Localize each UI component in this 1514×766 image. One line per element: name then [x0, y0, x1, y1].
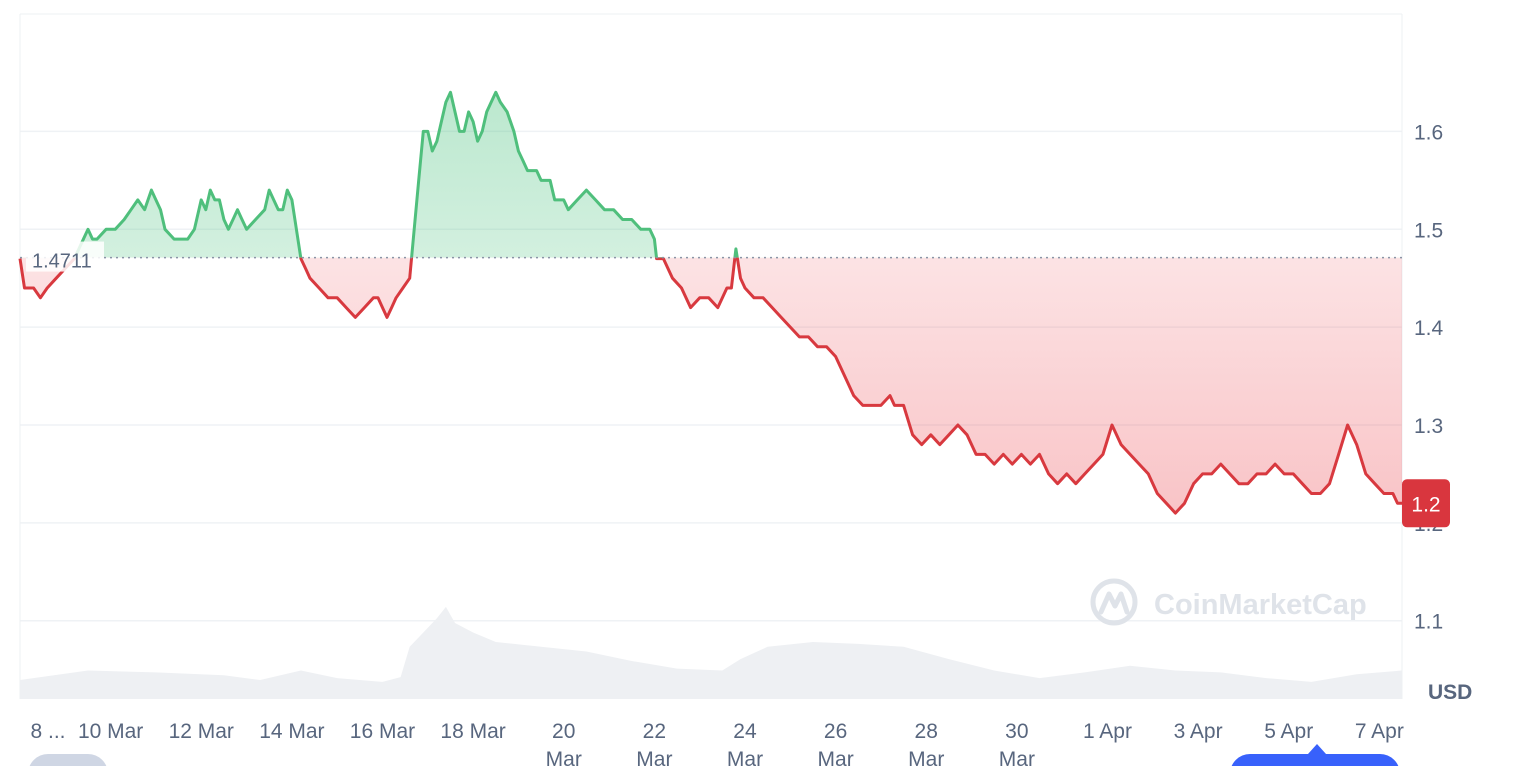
x-tick-label: 5 Apr	[1264, 720, 1313, 743]
reference-label-bg	[26, 241, 104, 272]
x-tick-label: 24 Mar	[727, 720, 763, 766]
x-axis: 8 ... 10 Mar 12 Mar 14 Mar 16 Mar 18 Mar 20 Mar…	[30, 720, 1403, 766]
x-tick-label: 20 Mar	[546, 720, 582, 766]
x-tick-label: 12 Mar	[169, 720, 234, 743]
y-tick-label: 1.1	[1414, 611, 1443, 634]
x-tick-label: 16 Mar	[350, 720, 415, 743]
y-tick-label: 1.6	[1414, 121, 1443, 144]
x-tick-label: 10 Mar	[78, 720, 143, 743]
x-tick-label: 8 ...	[30, 720, 65, 743]
reference-line: 1.4711	[20, 241, 1402, 273]
price-line	[18, 90, 1402, 515]
x-tick-label: 26 Mar	[818, 720, 854, 766]
x-tick-label: 7 Apr	[1355, 720, 1404, 743]
x-tick-label: 1 Apr	[1083, 720, 1132, 743]
badge-box	[1402, 479, 1450, 528]
y-axis: 1.1 1.2 1.3 1.4 1.5 1.6	[1414, 121, 1444, 633]
x-tick-label: 22 Mar	[636, 720, 672, 766]
volume-shape	[20, 606, 1402, 699]
price-line-up	[73, 90, 739, 258]
badge-text: 1.2	[1411, 493, 1440, 516]
watermark: CoinMarketCap	[1090, 578, 1367, 626]
x-tick-label: 18 Mar	[440, 720, 505, 743]
range-button[interactable]	[28, 754, 108, 766]
x-tick-label: 30 Mar	[999, 720, 1035, 766]
y-tick-label: 1.5	[1414, 219, 1443, 242]
currency-label: USD	[1428, 681, 1472, 704]
x-tick-label: 14 Mar	[259, 720, 324, 743]
current-price-badge: 1.2	[1402, 479, 1450, 528]
action-button[interactable]	[1230, 754, 1400, 766]
tooltip-pointer-icon	[1308, 744, 1326, 754]
loss-fill	[20, 257, 1402, 514]
reference-label: 1.4711	[32, 251, 92, 273]
y-tick-label: 1.4	[1414, 317, 1444, 340]
y-tick-label: 1.3	[1414, 415, 1443, 438]
x-tick-label: 3 Apr	[1174, 720, 1223, 743]
watermark-text: CoinMarketCap	[1154, 589, 1367, 621]
volume-area	[20, 606, 1402, 699]
price-line-down	[18, 257, 1402, 515]
x-tick-label: 28 Mar	[908, 720, 944, 766]
price-fill	[20, 92, 1402, 514]
coinmarketcap-logo-icon	[1090, 578, 1138, 626]
